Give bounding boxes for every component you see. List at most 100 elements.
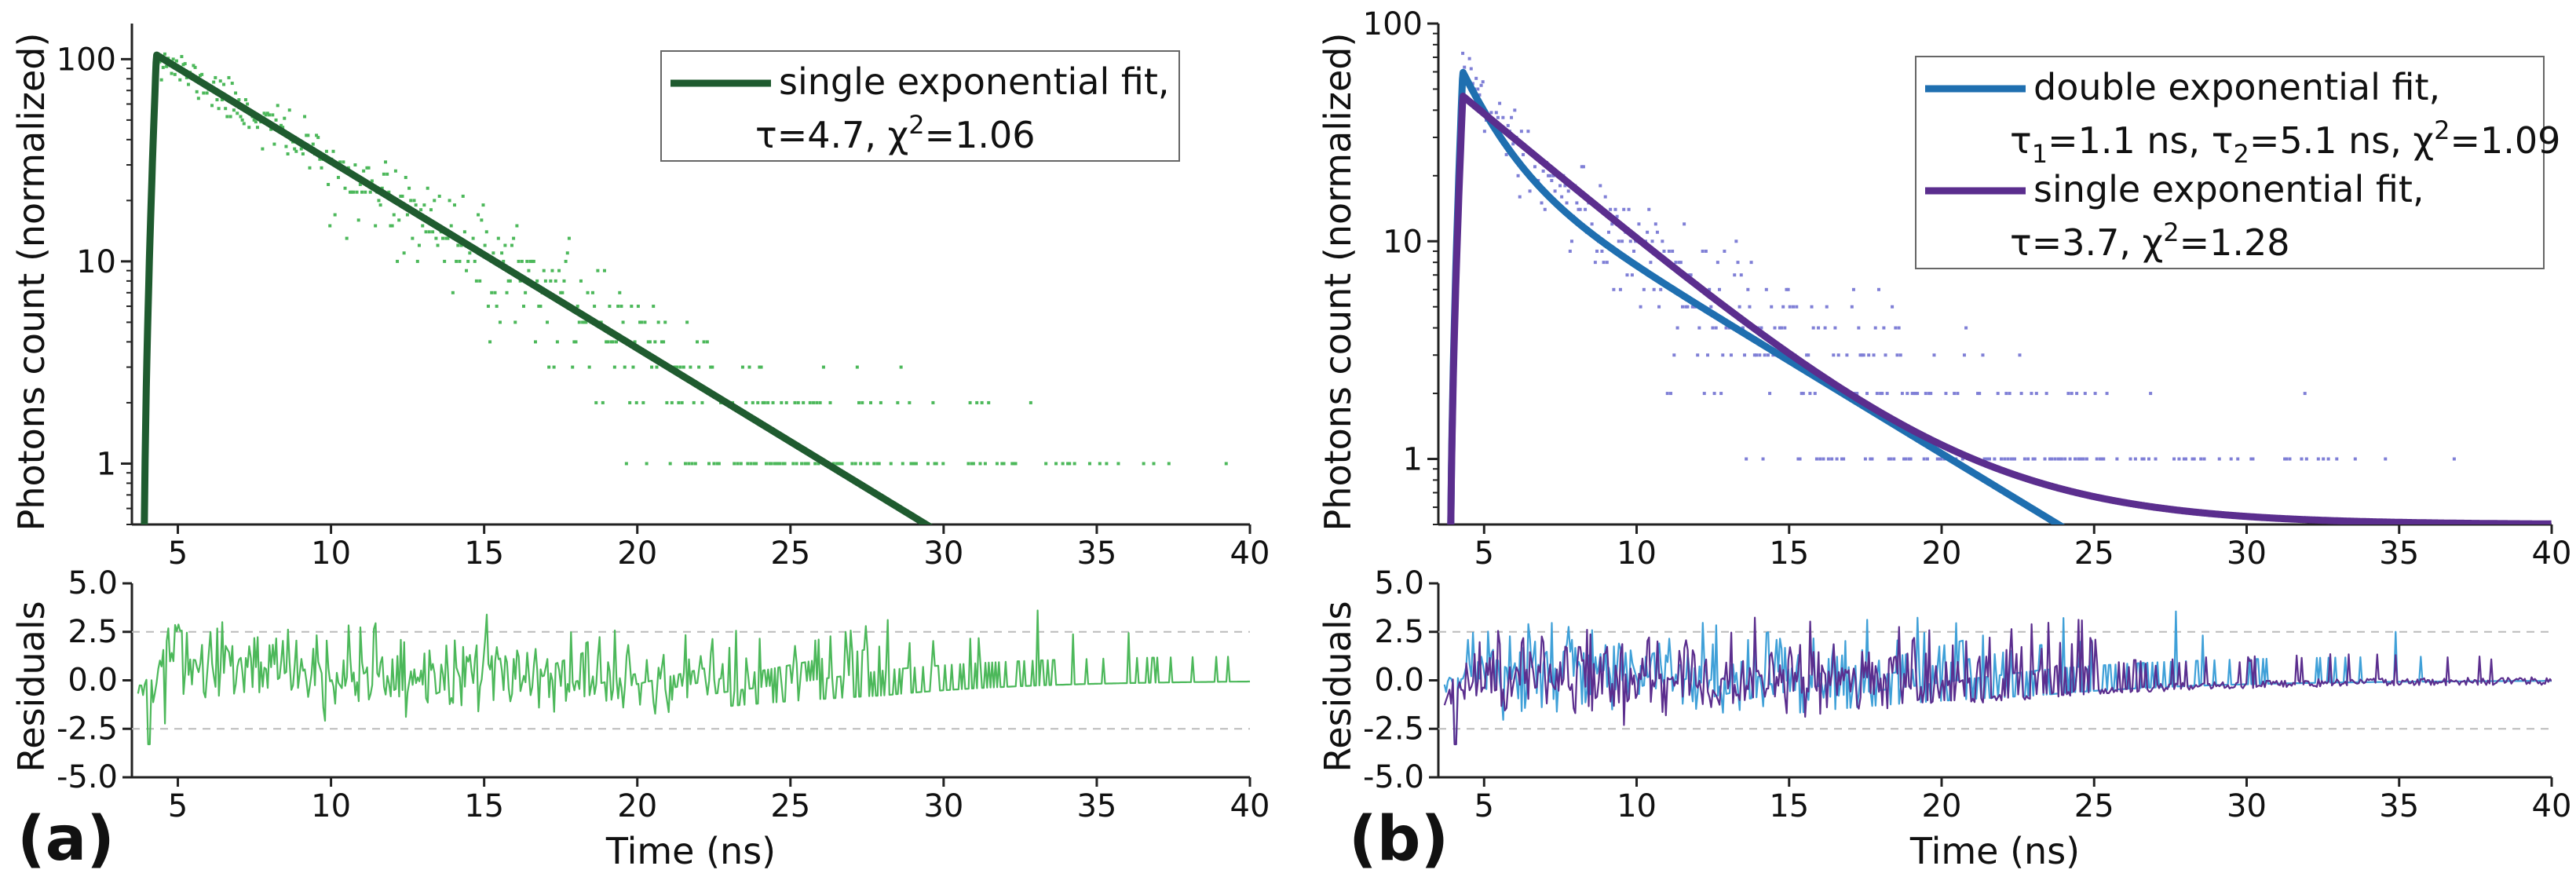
data-point: [1481, 80, 1485, 84]
data-point: [1518, 195, 1522, 199]
data-point: [2133, 457, 2137, 461]
data-point: [521, 305, 525, 309]
data-point: [498, 320, 502, 324]
data-point: [1577, 207, 1580, 211]
y-tick-label: 100: [1363, 6, 1423, 42]
legend-label: single exponential fit,: [779, 60, 1170, 103]
data-point: [1622, 207, 1626, 211]
data-point: [392, 213, 396, 217]
data-point: [780, 400, 784, 404]
data-point: [793, 400, 797, 404]
residual-y-tick-label: 0.0: [68, 663, 118, 699]
data-point: [264, 113, 268, 117]
data-point: [561, 291, 565, 294]
data-point: [1098, 462, 1102, 466]
data-point: [2003, 457, 2007, 461]
data-point: [1813, 392, 1817, 396]
data-point: [784, 400, 788, 404]
data-point: [612, 365, 616, 369]
data-point: [914, 462, 918, 466]
data-point: [1599, 184, 1602, 188]
data-point: [2249, 457, 2253, 461]
data-point: [2452, 457, 2456, 461]
data-point: [815, 400, 819, 404]
data-point: [909, 462, 913, 466]
data-point: [707, 462, 711, 466]
data-point: [662, 340, 666, 344]
data-point: [2026, 457, 2030, 461]
data-point: [2300, 457, 2304, 461]
data-point: [736, 462, 740, 466]
data-point: [2050, 457, 2054, 461]
data-point: [806, 462, 810, 466]
data-point: [740, 365, 744, 369]
data-point: [853, 462, 857, 466]
data-point: [744, 400, 748, 404]
data-point: [711, 365, 714, 369]
data-point: [865, 462, 869, 466]
data-point: [2140, 457, 2144, 461]
data-point: [1857, 326, 1861, 330]
data-point: [818, 400, 822, 404]
data-point: [293, 147, 297, 151]
data-point: [2006, 457, 2010, 461]
data-point: [1560, 195, 1564, 199]
data-point: [283, 116, 287, 120]
data-point: [2019, 392, 2023, 396]
data-point: [1709, 305, 1713, 309]
y-tick-label: 1: [1403, 442, 1423, 478]
data-point: [1012, 462, 1016, 466]
data-point: [284, 144, 288, 148]
data-point: [510, 243, 513, 247]
data-point: [2085, 457, 2088, 461]
data-point: [1842, 457, 1846, 461]
data-point: [1832, 353, 1836, 357]
data-point: [2013, 457, 2017, 461]
data-point: [1167, 462, 1171, 466]
data-point: [222, 82, 226, 86]
data-point: [370, 179, 374, 183]
legend-params: τ1​=1.1 ns, τ2​=5.1 ns, χ2​=1.09: [2010, 115, 2560, 169]
data-point: [1798, 457, 1802, 461]
data-point: [530, 259, 534, 263]
data-point: [1511, 142, 1515, 146]
data-point: [1907, 457, 1911, 461]
data-point: [2080, 457, 2084, 461]
data-point: [419, 208, 423, 212]
residual-x-tick-label: 35: [1076, 788, 1116, 824]
data-point: [527, 269, 531, 272]
data-point: [756, 400, 760, 404]
data-point: [1569, 239, 1573, 243]
main-y-axis-title: Photons count (normalized): [1317, 33, 1359, 532]
data-point: [1649, 261, 1653, 265]
data-point: [1665, 392, 1669, 396]
residual-x-tick-label: 10: [311, 788, 351, 824]
data-point: [624, 462, 628, 466]
data-point: [1543, 207, 1547, 211]
data-point: [1778, 326, 1781, 330]
data-point: [1526, 130, 1530, 133]
data-point: [980, 400, 984, 404]
data-point: [1674, 261, 1678, 265]
data-point: [1463, 65, 1467, 69]
data-point: [631, 365, 635, 369]
data-point: [774, 462, 778, 466]
data-point: [1953, 392, 1957, 396]
residual-x-tick-label: 15: [464, 788, 504, 824]
data-point: [377, 199, 381, 203]
data-point: [269, 127, 273, 131]
residual-y-tick-label: -5.0: [1363, 759, 1424, 795]
data-point: [1558, 184, 1562, 188]
data-point: [1734, 239, 1738, 243]
data-point: [178, 78, 182, 82]
data-point: [242, 122, 246, 126]
data-point: [287, 108, 291, 112]
x-tick-label: 40: [1230, 535, 1270, 572]
data-point: [877, 462, 881, 466]
data-point: [185, 75, 188, 79]
data-point: [474, 279, 478, 283]
data-point: [350, 190, 354, 194]
data-point: [490, 291, 494, 294]
data-point: [1613, 207, 1617, 211]
data-point: [621, 320, 625, 324]
